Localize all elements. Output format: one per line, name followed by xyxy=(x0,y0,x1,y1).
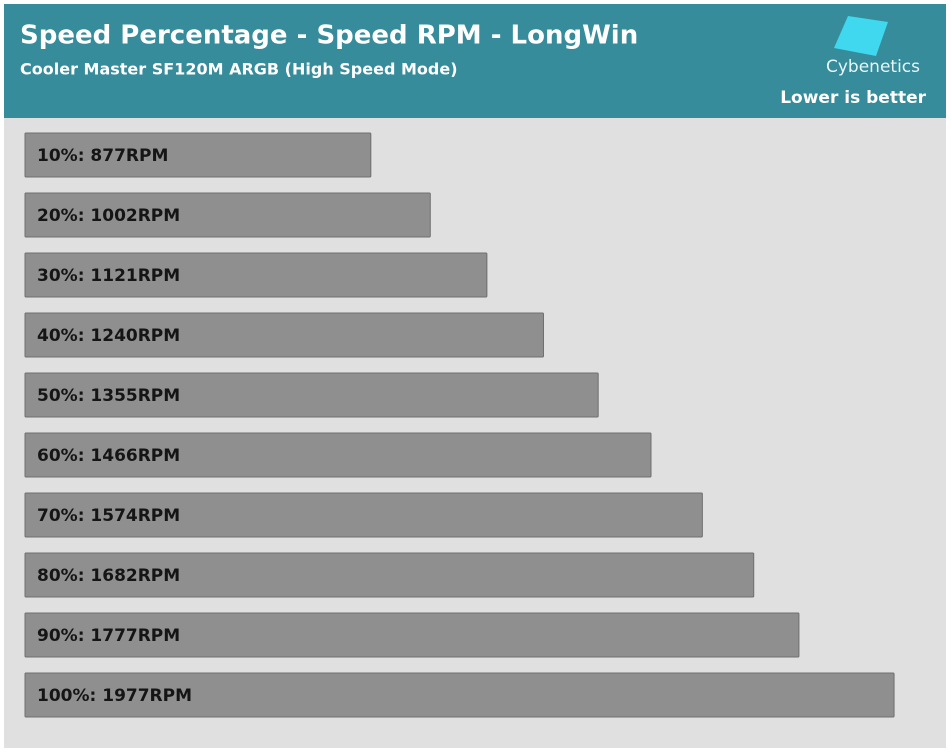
chart-subtitle: Cooler Master SF120M ARGB (High Speed Mo… xyxy=(20,60,458,79)
value-label: 80%: 1682RPM xyxy=(37,566,180,586)
bar xyxy=(24,612,800,658)
bar xyxy=(24,312,544,358)
value-label: 100%: 1977RPM xyxy=(37,686,192,706)
value-label: 20%: 1002RPM xyxy=(37,206,180,226)
value-label: 70%: 1574RPM xyxy=(37,506,180,526)
chart-title: Speed Percentage - Speed RPM - LongWin xyxy=(20,21,638,51)
value-label: 30%: 1121RPM xyxy=(37,266,180,286)
value-label: 60%: 1466RPM xyxy=(37,446,180,466)
bar xyxy=(24,132,372,178)
brand: Cybenetics xyxy=(826,57,920,77)
value-label: 10%: 877RPM xyxy=(37,146,168,166)
value-label: 40%: 1240RPM xyxy=(37,326,180,346)
bar xyxy=(24,672,895,718)
bar xyxy=(24,552,755,598)
logo-shape xyxy=(834,16,888,56)
value-label: 50%: 1355RPM xyxy=(37,386,180,406)
bar xyxy=(24,252,488,298)
annotation: Lower is better xyxy=(780,88,926,108)
bar xyxy=(24,372,599,418)
bar xyxy=(24,492,703,538)
header xyxy=(4,4,946,118)
value-label: 90%: 1777RPM xyxy=(37,626,180,646)
bar xyxy=(24,432,652,478)
bar xyxy=(24,192,431,238)
